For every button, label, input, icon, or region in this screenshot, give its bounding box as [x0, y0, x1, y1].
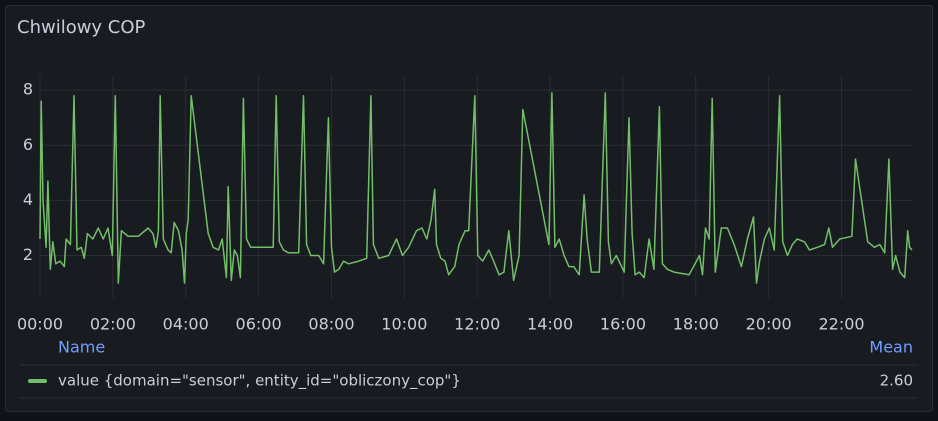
- x-tick-label: 18:00: [673, 315, 719, 334]
- x-tick-label: 12:00: [454, 315, 500, 334]
- panel-title: Chwilowy COP: [17, 17, 146, 38]
- y-tick-label: 2: [23, 245, 33, 264]
- x-tick-label: 14:00: [527, 315, 573, 334]
- x-tick-label: 04:00: [163, 315, 209, 334]
- series-line: [39, 92, 913, 284]
- x-tick-label: 06:00: [236, 315, 282, 334]
- x-tick-label: 22:00: [819, 315, 865, 334]
- legend-header-name[interactable]: Name: [58, 338, 105, 357]
- legend-mean-value: 2.60: [880, 372, 913, 390]
- y-tick-label: 8: [23, 80, 33, 99]
- x-tick-label: 00:00: [17, 315, 63, 334]
- y-tick-label: 4: [23, 190, 33, 209]
- x-tick-label: 02:00: [90, 315, 136, 334]
- x-tick-label: 20:00: [746, 315, 792, 334]
- legend-header-mean[interactable]: Mean: [869, 338, 913, 357]
- x-tick-label: 16:00: [600, 315, 646, 334]
- y-tick-label: 6: [23, 135, 33, 154]
- x-tick-label: 08:00: [308, 315, 354, 334]
- legend-series-name[interactable]: value {domain="sensor", entity_id="oblic…: [58, 372, 461, 391]
- x-tick-label: 10:00: [381, 315, 427, 334]
